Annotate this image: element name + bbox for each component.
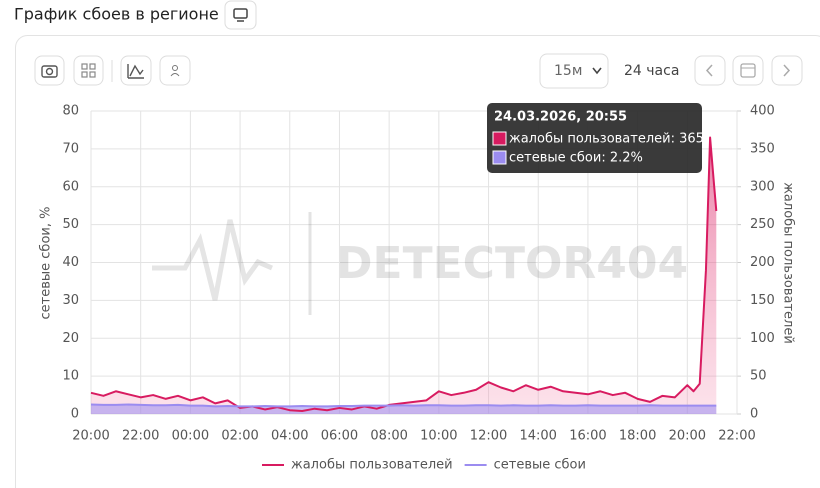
y-tick-label: 70 (62, 141, 79, 156)
camera-button[interactable] (34, 55, 65, 86)
chart-mode-button[interactable] (120, 55, 152, 86)
tooltip-item: сетевые сбои: 2.2% (509, 151, 643, 166)
calendar-button[interactable] (732, 55, 764, 86)
x-tick-label: 12:00 (470, 429, 507, 444)
y-axis-title: сетевые сбои, % (39, 207, 54, 320)
y2-tick-label: 100 (750, 331, 775, 346)
watermark: DETECTOR404 (152, 212, 688, 315)
range-label: 24 часа (624, 63, 679, 79)
watermark-text: DETECTOR404 (336, 238, 688, 289)
y2-tick-label: 400 (750, 104, 775, 119)
tooltip-item: жалобы пользователей: 365 (509, 132, 704, 147)
y2-tick-label: 150 (750, 293, 775, 308)
y-tick-label: 50 (62, 217, 79, 232)
next-button[interactable] (771, 55, 803, 86)
legend: жалобы пользователей сетевые сбои (262, 458, 586, 473)
x-tick-label: 18:00 (619, 429, 656, 444)
x-tick-label: 04:00 (271, 429, 308, 444)
y2-axis-title: жалобы пользователей (781, 182, 796, 344)
x-tick-label: 16:00 (569, 429, 606, 444)
x-tick-label: 00:00 (172, 429, 209, 444)
tooltip-title: 24.03.2026, 20:55 (494, 110, 627, 125)
prev-button[interactable] (694, 55, 726, 86)
y2-tick-label: 300 (750, 179, 775, 194)
y2-tick-label: 50 (750, 369, 767, 384)
x-tick-label: 20:00 (669, 429, 706, 444)
y-tick-label: 60 (62, 179, 79, 194)
legend-label: жалобы пользователей (291, 458, 453, 473)
interval-select[interactable]: 15м (539, 53, 609, 89)
x-tick-label: 14:00 (519, 429, 556, 444)
y-tick-label: 30 (62, 293, 79, 308)
interval-label: 15м (554, 63, 582, 79)
y-tick-label: 40 (62, 255, 79, 270)
user-button[interactable] (159, 55, 191, 86)
page-title: График сбоев в регионе (14, 5, 219, 24)
y-tick-label: 80 (62, 104, 79, 119)
x-tick-label: 20:00 (72, 429, 109, 444)
y-tick-label: 10 (62, 369, 79, 384)
y-tick-label: 0 (71, 407, 79, 422)
y-tick-label: 20 (62, 331, 79, 346)
x-tick-label: 22:00 (718, 429, 755, 444)
plot: 0 10 20 30 40 50 60 70 80 0 50 100 150 200 250 300 350 40… (62, 104, 774, 444)
grid-button[interactable] (73, 55, 104, 86)
legend-label: сетевые сбои (494, 458, 586, 473)
y2-tick-label: 200 (750, 255, 775, 270)
y2-tick-label: 350 (750, 141, 775, 156)
tooltip: 24.03.2026, 20:55 жалобы пользователей: … (487, 103, 704, 173)
line (90, 403, 717, 408)
y2-tick-label: 0 (750, 407, 758, 422)
screen-button[interactable] (224, 0, 257, 30)
x-tick-label: 06:00 (321, 429, 358, 444)
x-tick-label: 02:00 (221, 429, 258, 444)
x-tick-label: 08:00 (370, 429, 407, 444)
y2-tick-label: 250 (750, 217, 775, 232)
x-tick-label: 10:00 (420, 429, 457, 444)
x-tick-label: 22:00 (122, 429, 159, 444)
line (90, 136, 718, 412)
